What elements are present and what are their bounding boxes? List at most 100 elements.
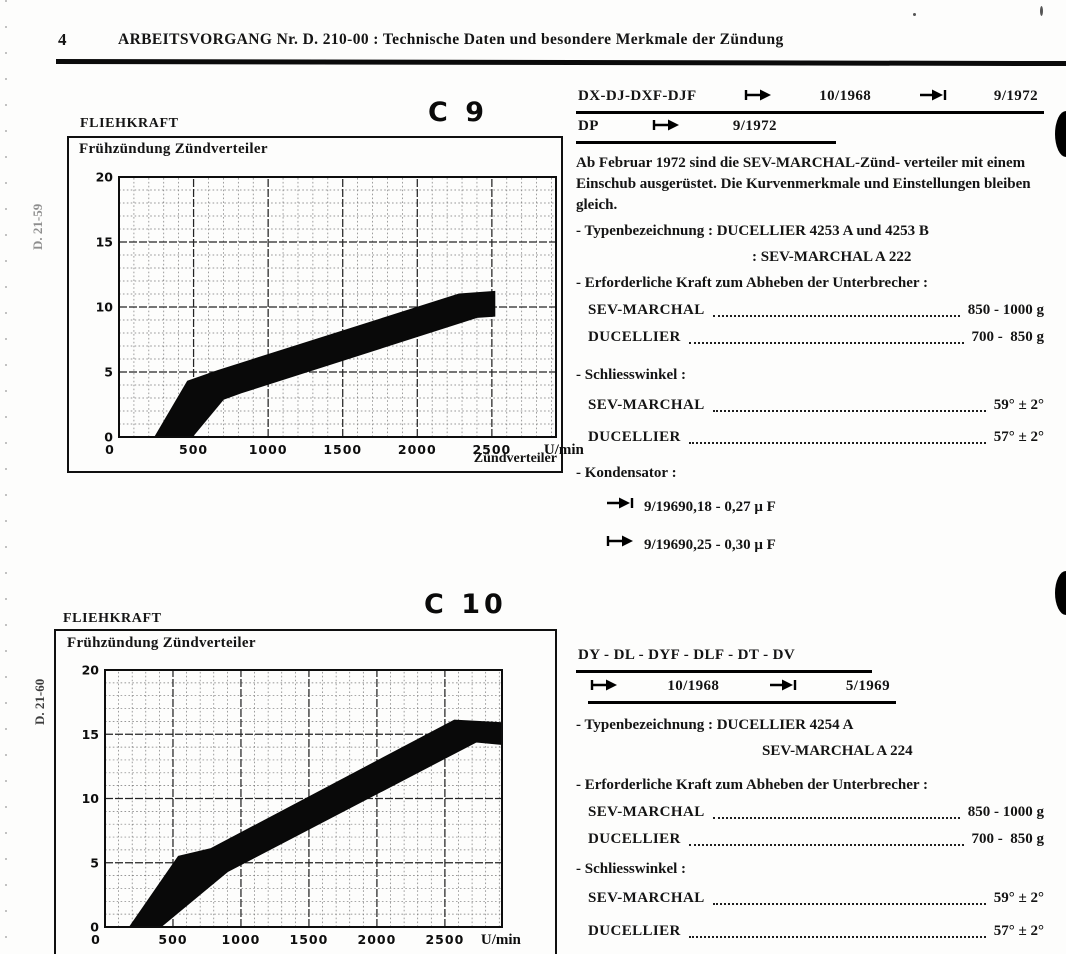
spec-label: SEV-MARCHAL bbox=[588, 890, 705, 906]
spec-row: SEV-MARCHAL 850 - 1000 g bbox=[588, 799, 1044, 823]
spec-row: SEV-MARCHAL 59° ± 2° bbox=[588, 389, 1044, 416]
until-arrow-icon bbox=[769, 676, 797, 697]
until-date: 9/1972 bbox=[993, 88, 1038, 104]
capacitor-row: 9/1969 0,25 - 0,30 μ F bbox=[606, 530, 1044, 556]
type-designation-line-2: SEV-MARCHAL A 224 bbox=[762, 743, 913, 759]
spec-label: SEV-MARCHAL bbox=[588, 804, 705, 820]
binding-mark bbox=[1055, 111, 1066, 157]
svg-text:10: 10 bbox=[82, 791, 100, 806]
type-designation-line: - Typenbezeichnung : DUCELLIER 4253 A un… bbox=[576, 223, 929, 239]
svg-text:U/min: U/min bbox=[481, 932, 522, 948]
spec-value: 57° ± 2° bbox=[993, 923, 1044, 939]
spec-block-dx: DX-DJ-DXF-DJF 10/1968 9/1972 DP 9/1972 bbox=[576, 86, 1044, 556]
svg-text:1000: 1000 bbox=[249, 442, 288, 457]
svg-text:1500: 1500 bbox=[323, 442, 362, 457]
svg-text:0: 0 bbox=[91, 932, 101, 947]
capacitor-heading: - Kondensator : bbox=[576, 465, 677, 481]
spec-row: DUCELLIER 700 - 850 g bbox=[588, 826, 1044, 850]
chart-letter-c9: C 9 bbox=[428, 97, 489, 128]
chart-subtitle-c9: Frühzündung Zündverteiler bbox=[79, 141, 268, 157]
binding-mark bbox=[1055, 571, 1066, 615]
spec-label: SEV-MARCHAL bbox=[588, 302, 705, 318]
until-arrow-icon bbox=[606, 494, 634, 515]
spec-row: DUCELLIER 57° ± 2° bbox=[588, 912, 1044, 942]
until-arrow-icon bbox=[919, 86, 947, 107]
svg-text:1500: 1500 bbox=[290, 932, 329, 947]
chart-letter-c10: C 10 bbox=[424, 589, 507, 620]
advance-tolerance-band bbox=[128, 719, 503, 928]
chart-frame-c9 bbox=[67, 136, 563, 473]
spec-row: DUCELLIER 700 - 850 g bbox=[588, 324, 1044, 348]
svg-text:15: 15 bbox=[82, 727, 99, 742]
from-date: 10/1968 bbox=[667, 678, 720, 694]
c10-advance-curve-plot: 0 5 10 15 20 0 500 1000 1500 2000 2500 U/min bbox=[82, 663, 522, 949]
advance-tolerance-band bbox=[153, 290, 496, 438]
page-number: 4 bbox=[58, 30, 67, 49]
model-range-line-1: DY - DL - DYF - DLF - DT - DV bbox=[576, 645, 872, 673]
c9-x-axis-sublabel: Zündverteiler bbox=[473, 451, 557, 466]
dot-leader bbox=[712, 410, 986, 412]
spec-value: 57° ± 2° bbox=[993, 429, 1044, 445]
from-arrow-icon bbox=[652, 116, 680, 137]
spec-label: DUCELLIER bbox=[588, 923, 681, 939]
dot-leader bbox=[712, 315, 960, 317]
spec-label: SEV-MARCHAL bbox=[588, 397, 705, 413]
svg-text:15: 15 bbox=[96, 235, 113, 250]
svg-text:20: 20 bbox=[96, 170, 114, 185]
svg-text:0: 0 bbox=[104, 430, 113, 445]
spec-value: 850 - 1000 g bbox=[967, 302, 1044, 318]
page-title: ARBEITSVORGANG Nr. D. 210-00 : Technisch… bbox=[118, 31, 784, 48]
spec-row: DUCELLIER 57° ± 2° bbox=[588, 419, 1044, 448]
chart-subtitle-c10: Frühzündung Zündverteiler bbox=[67, 635, 256, 651]
capacitor-value: 0,18 - 0,27 μ F bbox=[685, 499, 776, 515]
capacitor-value: 0,25 - 0,30 μ F bbox=[685, 537, 776, 553]
scan-edge-artifact bbox=[5, 0, 7, 954]
spec-value: 700 - 850 g bbox=[971, 831, 1045, 847]
model-codes: DX-DJ-DXF-DJF bbox=[578, 88, 697, 104]
capacitor-date: 9/1969 bbox=[644, 499, 686, 515]
spec-label: DUCELLIER bbox=[588, 429, 681, 445]
chart-title-c9: FLIEHKRAFT bbox=[80, 116, 179, 131]
from-arrow-icon bbox=[590, 676, 618, 697]
capacitor-date: 9/1969 bbox=[644, 537, 686, 553]
note-paragraph: Ab Februar 1972 sind die SEV-MARCHAL-Zün… bbox=[576, 155, 1031, 213]
scan-speck bbox=[1040, 6, 1043, 16]
svg-text:1000: 1000 bbox=[222, 932, 261, 947]
spec-label: DUCELLIER bbox=[588, 329, 681, 345]
spec-label: DUCELLIER bbox=[588, 831, 681, 847]
from-date: 9/1972 bbox=[732, 118, 777, 134]
svg-text:2000: 2000 bbox=[358, 932, 397, 947]
spec-row: SEV-MARCHAL 59° ± 2° bbox=[588, 883, 1044, 909]
model-range-line-2: DP 9/1972 bbox=[576, 116, 836, 144]
header-rule bbox=[55, 58, 1066, 67]
svg-text:2000: 2000 bbox=[398, 442, 437, 457]
svg-text:500: 500 bbox=[179, 442, 208, 457]
svg-text:10: 10 bbox=[96, 300, 114, 315]
svg-text:0: 0 bbox=[90, 920, 99, 935]
from-arrow-icon bbox=[744, 86, 772, 107]
dot-leader bbox=[712, 817, 960, 819]
margin-plate-label-c10: D. 21-60 bbox=[32, 678, 47, 725]
spec-value: 59° ± 2° bbox=[993, 890, 1044, 906]
dot-leader bbox=[688, 936, 986, 938]
svg-text:0: 0 bbox=[105, 442, 115, 457]
svg-text:5: 5 bbox=[104, 365, 113, 380]
scan-speck bbox=[913, 13, 916, 16]
svg-text:U/min: U/min bbox=[544, 442, 585, 458]
svg-text:2500: 2500 bbox=[472, 442, 511, 457]
until-date: 5/1969 bbox=[845, 678, 890, 694]
dot-leader bbox=[688, 442, 986, 444]
from-date: 10/1968 bbox=[819, 88, 872, 104]
type-designation-line-2: : SEV-MARCHAL A 222 bbox=[752, 249, 912, 265]
model-codes: DY - DL - DYF - DLF - DT - DV bbox=[578, 647, 796, 663]
breaker-force-heading: - Erforderliche Kraft zum Abheben der Un… bbox=[576, 777, 929, 793]
svg-text:20: 20 bbox=[82, 663, 100, 678]
model-codes: DP bbox=[578, 118, 599, 134]
from-arrow-icon bbox=[606, 532, 634, 553]
spec-row: SEV-MARCHAL 850 - 1000 g bbox=[588, 297, 1044, 321]
dwell-angle-heading: - Schliesswinkel : bbox=[576, 367, 687, 383]
chart-frame-c10 bbox=[54, 629, 557, 954]
spec-value: 59° ± 2° bbox=[993, 397, 1044, 413]
spec-value: 700 - 850 g bbox=[971, 329, 1045, 345]
